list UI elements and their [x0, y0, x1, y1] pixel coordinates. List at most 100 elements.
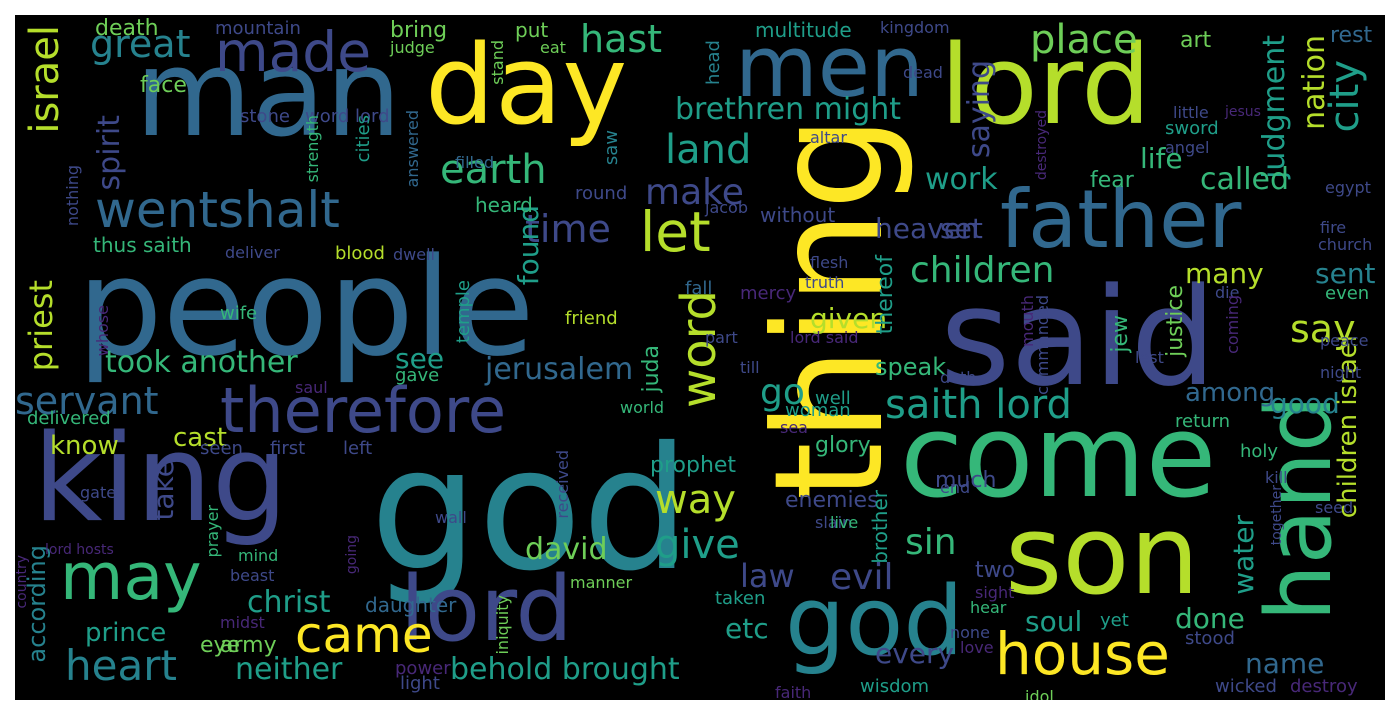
word-commanded: commanded [1033, 295, 1052, 395]
word-came: came [295, 606, 433, 664]
word-christ: christ [247, 585, 331, 620]
word-sea: sea [780, 418, 808, 437]
word-israel: israel [22, 25, 68, 134]
word-destroy: destroy [1290, 676, 1358, 697]
word-man: man [135, 25, 402, 164]
word-cloud: god people said thing man king come lord son day l… [15, 15, 1385, 700]
word-earth: earth [440, 147, 547, 193]
word-taken: taken [715, 588, 766, 609]
word-round: round [575, 183, 628, 204]
word-stand: stand [488, 40, 507, 85]
word-go: go [760, 372, 805, 413]
word-nation: nation [1297, 35, 1332, 130]
word-let: let [640, 200, 711, 264]
word-time: time [525, 207, 611, 251]
word-jew: jew [1108, 315, 1133, 353]
word-woman: woman [785, 400, 851, 421]
word-slain: slain [815, 513, 853, 532]
word-friend: friend [565, 308, 618, 329]
word-judge: judge [390, 38, 435, 57]
word-work: work [925, 162, 998, 197]
word-brethren-might: brethren might [675, 92, 902, 127]
word-peace: peace [1320, 331, 1369, 350]
word-art: art [1180, 28, 1212, 53]
word-made: made [215, 20, 372, 84]
word-take: take [147, 460, 180, 521]
word-die: die [1215, 283, 1240, 302]
word-beast: beast [230, 566, 275, 585]
word-love: love [960, 638, 994, 657]
word-hear: hear [970, 598, 1007, 617]
word-men: men [735, 18, 924, 117]
word-eat: eat [540, 38, 566, 57]
word-destroyed: destroyed [1034, 110, 1050, 181]
word-saw: saw [601, 130, 622, 166]
word-may: may [60, 540, 202, 615]
word-lord: lord [940, 21, 1151, 149]
word-prophet: prophet [650, 453, 737, 478]
word-dead: dead [903, 63, 943, 82]
word-nothing: nothing [63, 165, 82, 227]
word-heaven: heaven [875, 212, 979, 245]
word-found: found [512, 205, 545, 286]
word-angel: angel [1165, 138, 1210, 157]
word-brother: brother [868, 490, 892, 564]
word-without: without [760, 203, 836, 227]
word-wife: wife [220, 303, 258, 324]
word-mind: mind [238, 546, 279, 565]
word-power: power [395, 658, 451, 679]
word-light: light [400, 673, 440, 694]
word-yet: yet [1100, 610, 1129, 631]
word-church: church [1318, 235, 1373, 254]
word-none: none [950, 623, 990, 642]
word-behold-brought: behold brought [450, 652, 680, 687]
word-heart: heart [65, 641, 177, 690]
word-neither: neither [235, 652, 343, 687]
word-every: every [875, 637, 955, 670]
word-stood: stood [1185, 628, 1235, 649]
word-wentshalt: wentshalt [95, 181, 340, 239]
word-sent: sent [1315, 257, 1376, 290]
word-gate: gate [80, 483, 117, 502]
word-prince: prince [85, 618, 167, 648]
word-till: till [740, 358, 760, 377]
word-received: received [553, 450, 572, 519]
word-called: called [1200, 162, 1290, 197]
word-filled: filled [455, 153, 494, 172]
word-good: good [1270, 387, 1340, 420]
word-multitude: multitude [755, 18, 852, 42]
word-house: house [995, 620, 1170, 688]
word-jesus: jesus [1225, 104, 1261, 120]
word-given: given [810, 302, 888, 335]
word-seed: seed [1315, 498, 1354, 517]
word-sin: sin [905, 522, 957, 563]
word-make: make [645, 172, 744, 213]
word-place: place [1030, 17, 1138, 63]
word-egypt: egypt [1325, 178, 1371, 197]
word-david: david [525, 532, 608, 567]
word-holy: holy [1240, 441, 1279, 462]
word-live: live [830, 513, 859, 532]
word-sword: sword [1165, 118, 1219, 139]
word-dwell: dwell [393, 245, 435, 264]
word-word: word [671, 290, 727, 408]
word-deliver: deliver [225, 243, 280, 262]
word-know: know [50, 431, 119, 461]
word-cast: cast [173, 423, 227, 453]
word-death: death [95, 16, 159, 41]
word-little: little [1173, 103, 1209, 122]
word-saying: saying [962, 60, 997, 159]
word-god: god [370, 411, 690, 609]
word-juda: juda [639, 345, 664, 393]
word-thus-saith: thus saith [93, 233, 192, 257]
word-prayer: prayer [203, 505, 222, 558]
word-hast: hast [580, 17, 663, 61]
word-heard: heard [475, 193, 533, 217]
word-stone: stone [240, 106, 290, 127]
word-god: god [785, 567, 964, 677]
word-took-another: took another [105, 345, 298, 380]
word-world: world [620, 398, 665, 417]
word-idol: idol [1025, 687, 1054, 701]
word-even: even [1325, 283, 1370, 304]
word-children: children [910, 250, 1055, 291]
